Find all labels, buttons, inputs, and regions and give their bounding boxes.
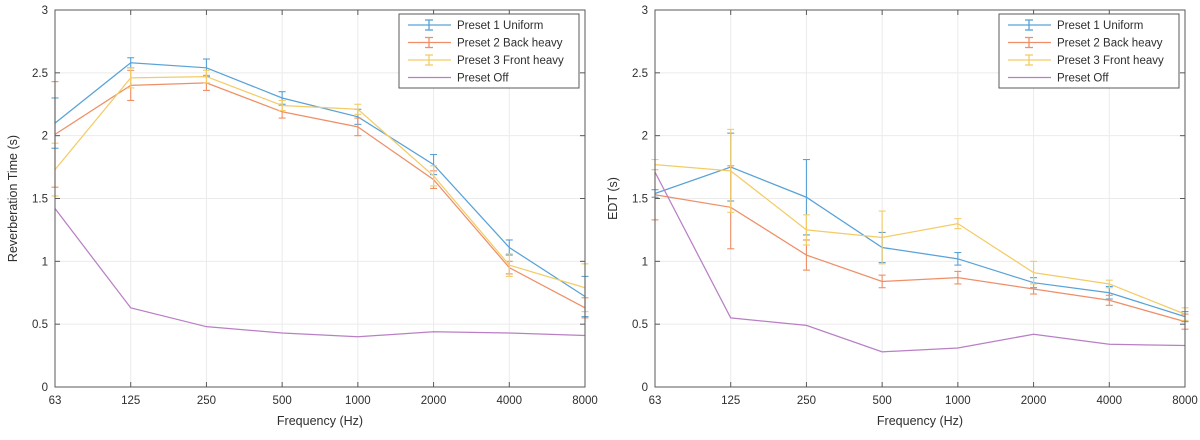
legend-label: Preset 2 Back heavy — [457, 38, 563, 50]
series-preset-3-front-heavy — [51, 67, 589, 313]
y-axis-title: Reverberation Time (s) — [6, 135, 20, 262]
y-tick-label: 1 — [642, 256, 648, 268]
tick-labels: 63 125 250 500 1000 2000 4000 8000 0 0.5 1 1.5 2 2.5 3 — [32, 5, 598, 407]
series-line-preset-off — [654, 171, 1186, 353]
x-tick-label: 1000 — [945, 395, 971, 407]
legend-entry-preset-off: Preset Off — [1008, 73, 1109, 85]
tick-labels: 63 125 250 500 1000 2000 4000 8000 0 0.5 1 1.5 2 2.5 3 — [632, 5, 1198, 407]
series-line-preset-2-back-heavy — [54, 82, 586, 309]
y-tick-label: 0 — [42, 382, 48, 394]
x-tick-label: 250 — [197, 395, 216, 407]
x-tick-label: 8000 — [1172, 395, 1198, 407]
legend-entry-preset-2-back-heavy: Preset 2 Back heavy — [1008, 36, 1163, 50]
y-tick-label: 3 — [42, 5, 48, 17]
y-tick-label: 0.5 — [632, 319, 648, 331]
legend-errorbar-icon — [425, 36, 433, 49]
legend-errorbar-icon — [425, 54, 433, 66]
edt-chart: 63 125 250 500 1000 2000 4000 8000 0 0.5 1 1.5 2 2.5 3… — [606, 5, 1198, 428]
x-tick-label: 4000 — [496, 395, 522, 407]
axes-box — [54, 9, 586, 388]
x-tick-label: 500 — [873, 395, 892, 407]
legend-entry-preset-1-uniform: Preset 1 Uniform — [1008, 19, 1143, 32]
legend-errorbar-icon — [1025, 54, 1033, 66]
reverberation-time-chart: 63 125 250 500 1000 2000 4000 8000 0 0.5 1 1.5 2 2.5 3… — [6, 5, 598, 428]
y-tick-label: 0 — [642, 382, 648, 394]
legend-label: Preset 2 Back heavy — [1057, 38, 1163, 50]
y-tick-label: 0.5 — [32, 319, 48, 331]
legend-entry-preset-2-back-heavy: Preset 2 Back heavy — [408, 36, 563, 50]
series-line-preset-2-back-heavy — [654, 194, 1186, 323]
legend-errorbar-icon — [1025, 36, 1033, 49]
legend-label: Preset 1 Uniform — [457, 20, 543, 32]
y-tick-label: 2 — [42, 131, 48, 143]
series-preset-1-uniform — [51, 57, 589, 318]
x-tick-label: 63 — [649, 395, 662, 407]
legend-entry-preset-3-front-heavy: Preset 3 Front heavy — [1008, 54, 1164, 67]
reverberation-time-panel: 63 125 250 500 1000 2000 4000 8000 0 0.5 1 1.5 2 2.5 3… — [6, 5, 598, 428]
x-axis-title: Frequency (Hz) — [277, 414, 363, 428]
x-tick-label: 500 — [273, 395, 292, 407]
series-preset-2-back-heavy — [651, 165, 1189, 330]
y-tick-label: 2.5 — [632, 68, 648, 80]
legend: Preset 1 Uniform Preset 2 Back heavy Prese… — [398, 13, 580, 89]
legend-errorbar-icon — [425, 19, 433, 31]
legend-label: Preset Off — [1057, 73, 1109, 85]
x-tick-label: 250 — [797, 395, 816, 407]
y-tick-label: 3 — [642, 5, 648, 17]
legend-entry-preset-1-uniform: Preset 1 Uniform — [408, 19, 543, 32]
legend-errorbar-icon — [1025, 19, 1033, 31]
y-tick-label: 2.5 — [32, 68, 48, 80]
x-axis-title: Frequency (Hz) — [877, 414, 963, 428]
x-tick-label: 2000 — [1021, 395, 1047, 407]
y-tick-label: 1 — [42, 256, 48, 268]
edt-panel: 63 125 250 500 1000 2000 4000 8000 0 0.5 1 1.5 2 2.5 3… — [600, 0, 1200, 440]
series-preset-3-front-heavy — [651, 128, 1189, 321]
series-line-preset-1-uniform — [654, 166, 1186, 318]
legend-label: Preset 3 Front heavy — [457, 55, 564, 67]
series-preset-off — [54, 208, 586, 338]
y-tick-label: 1.5 — [32, 194, 48, 206]
x-tick-label: 2000 — [421, 395, 447, 407]
series-preset-off — [654, 171, 1186, 353]
y-axis-title: EDT (s) — [606, 177, 620, 220]
y-tick-label: 2 — [642, 131, 648, 143]
legend-entry-preset-off: Preset Off — [408, 73, 509, 85]
y-tick-label: 1.5 — [632, 194, 648, 206]
axes-box — [654, 9, 1186, 388]
legend-label: Preset 3 Front heavy — [1057, 55, 1164, 67]
legend-label: Preset Off — [457, 73, 509, 85]
x-tick-label: 8000 — [572, 395, 598, 407]
legend-label: Preset 1 Uniform — [1057, 20, 1143, 32]
series-line-preset-3-front-heavy — [54, 75, 586, 289]
x-tick-label: 1000 — [345, 395, 371, 407]
legend-entry-preset-3-front-heavy: Preset 3 Front heavy — [408, 54, 564, 67]
x-tick-label: 125 — [121, 395, 140, 407]
legend: Preset 1 Uniform Preset 2 Back heavy Prese… — [998, 13, 1180, 89]
series-preset-1-uniform — [651, 132, 1189, 323]
x-tick-label: 125 — [721, 395, 740, 407]
x-tick-label: 63 — [49, 395, 62, 407]
series-line-preset-off — [54, 208, 586, 338]
x-tick-label: 4000 — [1096, 395, 1122, 407]
series-line-preset-3-front-heavy — [654, 163, 1186, 315]
